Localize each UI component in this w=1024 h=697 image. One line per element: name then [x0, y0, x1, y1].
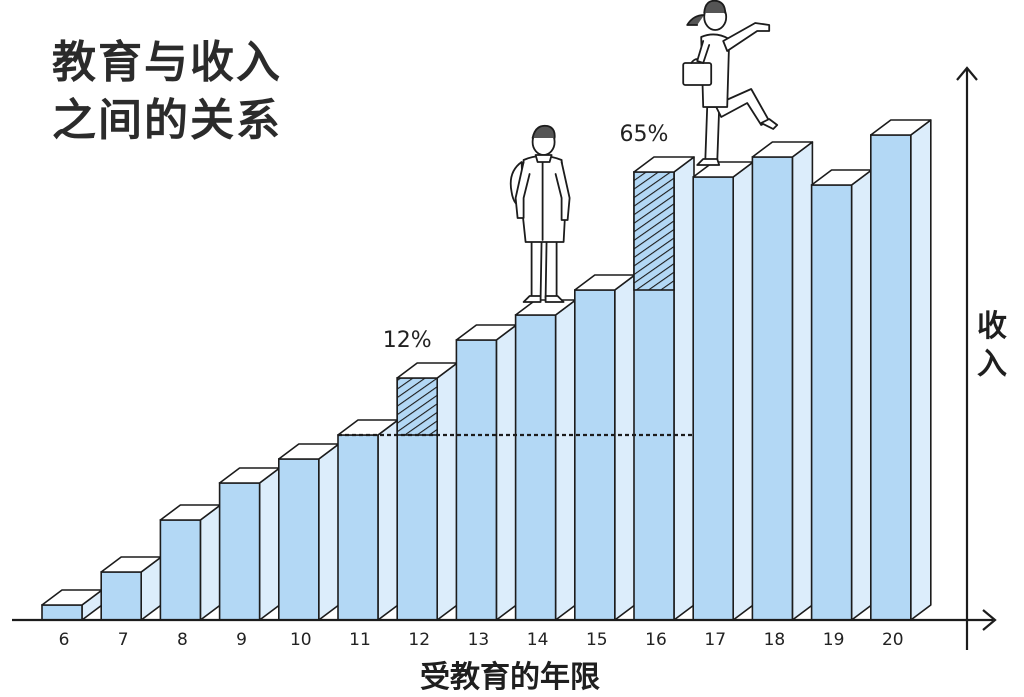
bar-side-13: [495, 324, 518, 621]
bar-front-19: [810, 184, 853, 621]
bar-side-8: [199, 504, 222, 621]
x-tick-label-15: 15: [586, 630, 608, 650]
bar-front-20: [869, 134, 912, 621]
bar-side-19: [850, 169, 873, 621]
bar-17: [692, 161, 755, 621]
chart-axes: [12, 66, 997, 650]
chart-title: 教育与收入 之间的关系: [52, 34, 282, 150]
bar-top-18: [751, 141, 814, 158]
bar-13: [455, 324, 518, 621]
x-tick-label-11: 11: [349, 630, 371, 650]
bar-19: [810, 169, 873, 621]
bar-top-16: [633, 156, 695, 173]
bar-front-10: [277, 458, 320, 621]
bar-20: [869, 119, 932, 621]
y-axis-label: 收入: [977, 309, 1007, 382]
bar-side-20: [909, 119, 932, 621]
x-tick-label-9: 9: [236, 630, 247, 650]
bar-12: [396, 362, 459, 621]
bar-front-11: [337, 434, 379, 621]
bar-top-20: [869, 119, 932, 136]
bar-front-13: [455, 339, 498, 621]
bar-side-11: [377, 419, 399, 621]
bar-hatch-16: [633, 171, 675, 291]
bar-front-6: [41, 604, 83, 621]
bar-14: [514, 299, 577, 621]
bar-6: [41, 589, 103, 621]
student-with-backpack-icon: [509, 124, 571, 303]
annotation-label-65pct: 65%: [620, 122, 669, 147]
bar-front-18: [751, 156, 794, 621]
bar-16: [633, 156, 695, 621]
bar-front-9: [218, 482, 261, 621]
bar-8: [159, 504, 222, 621]
bar-side-16: [673, 156, 695, 621]
bar-18: [751, 141, 814, 621]
x-tick-label-6: 6: [59, 630, 70, 650]
x-tick-label-16: 16: [645, 630, 667, 650]
x-tick-label-13: 13: [468, 630, 490, 650]
bar-side-17: [732, 161, 755, 621]
bar-11: [337, 419, 399, 621]
x-tick-label-14: 14: [527, 630, 549, 650]
chart-title-line-2: 之间的关系: [52, 95, 282, 146]
bar-15: [573, 274, 636, 621]
bar-front-17: [692, 176, 735, 621]
x-axis-label: 受教育的年限: [420, 660, 600, 695]
walking-professional-icon: [682, 0, 779, 166]
bar-side-18: [791, 141, 814, 621]
bar-front-14: [514, 314, 557, 621]
x-tick-label-8: 8: [177, 630, 188, 650]
bar-side-14: [554, 299, 577, 621]
bar-7: [100, 556, 162, 621]
bar-front-7: [100, 571, 142, 621]
x-tick-label-12: 12: [408, 630, 430, 650]
y-axis-arrow-icon: [956, 66, 978, 81]
x-tick-label-10: 10: [290, 630, 312, 650]
bar-front-15: [573, 289, 616, 621]
x-tick-label-7: 7: [118, 630, 129, 650]
x-tick-label-20: 20: [882, 630, 904, 650]
x-tick-label-18: 18: [764, 630, 786, 650]
bar-side-15: [613, 274, 636, 621]
bar-10: [277, 443, 340, 621]
bar-9: [218, 467, 281, 621]
x-tick-label-19: 19: [823, 630, 845, 650]
chart-title-line-1: 教育与收入: [52, 37, 282, 88]
bar-hatch-12: [396, 377, 439, 436]
bar-side-9: [258, 467, 281, 621]
bar-front-8: [159, 519, 202, 621]
x-tick-label-17: 17: [704, 630, 726, 650]
bar-side-12: [436, 362, 459, 621]
annotation-label-12pct: 12%: [383, 328, 432, 353]
x-axis-arrow-icon: [982, 609, 997, 631]
bar-side-10: [317, 443, 340, 621]
